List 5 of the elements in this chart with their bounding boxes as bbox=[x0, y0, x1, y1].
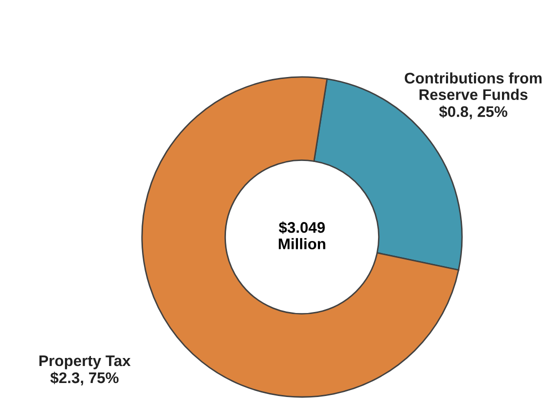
data-label: $2.3, 75% bbox=[50, 372, 119, 386]
slice-label: Property Tax bbox=[39, 356, 131, 370]
slice-label: Contributions from Reserve Funds bbox=[404, 72, 542, 100]
text: $3.049 Million bbox=[278, 221, 326, 250]
data-label: $0.8, 25% bbox=[439, 106, 508, 120]
